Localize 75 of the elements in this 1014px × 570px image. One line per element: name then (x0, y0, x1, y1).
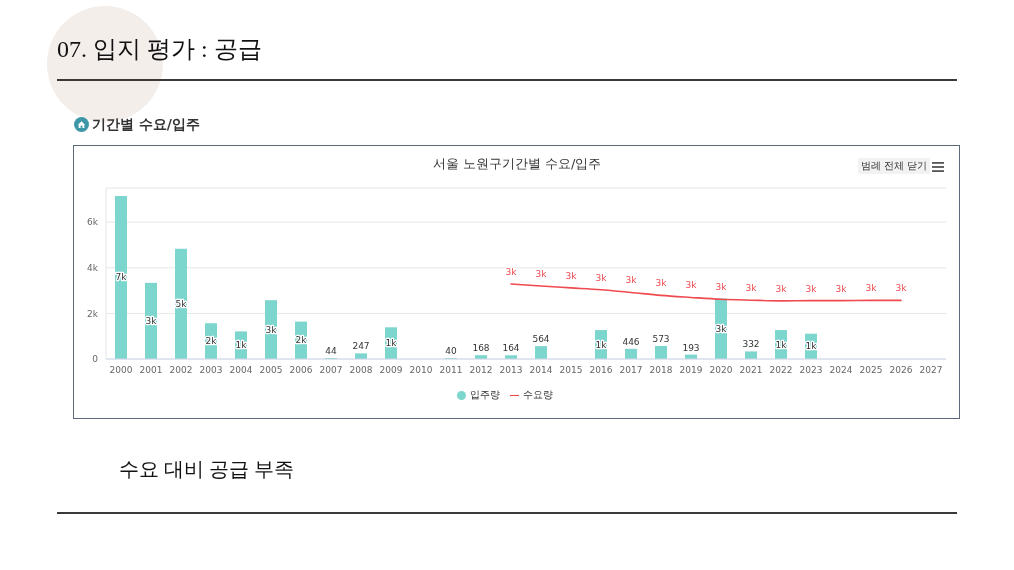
data-label: 3k (745, 283, 758, 294)
data-label: 5k (175, 298, 188, 309)
x-tick-label: 2022 (769, 365, 793, 376)
y-tick-label: 6k (87, 217, 99, 228)
data-label: 3k (715, 323, 728, 334)
x-tick-label: 2014 (529, 365, 553, 376)
x-tick-label: 2007 (319, 365, 343, 376)
data-label: 3k (565, 270, 578, 281)
legend-label: 입주량 (470, 389, 500, 400)
data-label: 1k (235, 340, 248, 351)
text: 수요 대비 공급 부족 (119, 457, 294, 482)
text: 07. 입지 평가 : 공급 (57, 35, 262, 64)
data-label: 446 (622, 336, 640, 347)
data-label: 3k (655, 278, 668, 289)
x-tick-label: 2023 (799, 365, 823, 376)
data-label: 1k (805, 341, 818, 352)
data-label: 573 (652, 333, 670, 344)
data-label: 1k (775, 339, 788, 350)
y-tick-label: 2k (87, 308, 99, 319)
data-label: 3k (595, 272, 608, 283)
x-tick-label: 2026 (889, 365, 913, 376)
x-tick-label: 2005 (259, 365, 283, 376)
x-tick-label: 2003 (199, 365, 223, 376)
chart-title: 서울 노원구기간별 수요/입주 (432, 156, 602, 171)
x-tick-label: 2012 (469, 365, 493, 376)
x-tick-label: 2004 (229, 365, 253, 376)
x-tick-label: 2017 (619, 365, 643, 376)
data-label: 2k (205, 336, 218, 347)
x-tick-label: 2013 (499, 365, 523, 376)
data-label: 3k (775, 283, 788, 294)
x-tick-label: 2006 (289, 365, 313, 376)
x-tick-label: 2019 (679, 365, 703, 376)
data-label: 168 (472, 343, 490, 354)
data-label: 1k (595, 339, 608, 350)
x-tick-label: 2016 (589, 365, 613, 376)
data-label: 3k (895, 283, 908, 294)
text: 기간별 수요/입주 (92, 116, 200, 134)
x-tick-label: 2002 (169, 365, 193, 376)
x-tick-label: 2025 (859, 365, 883, 376)
button: 범례 전체 닫기 (858, 158, 931, 174)
data-label: 193 (682, 342, 700, 353)
data-label: 164 (502, 343, 520, 354)
x-tick-label: 2021 (739, 365, 763, 376)
data-label: 247 (352, 341, 370, 352)
y-tick-label: 0 (92, 354, 99, 365)
data-label: 3k (685, 280, 698, 291)
x-tick-label: 2009 (379, 365, 403, 376)
data-label: 3k (505, 266, 518, 277)
data-label: 7k (115, 272, 128, 283)
x-tick-label: 2010 (409, 365, 433, 376)
data-label: 44 (325, 346, 337, 356)
x-tick-label: 2011 (439, 365, 463, 376)
data-label: 1k (385, 338, 398, 349)
x-tick-label: 2024 (829, 365, 853, 376)
data-label: 3k (265, 324, 278, 335)
legend-label: 수요량 (523, 389, 553, 400)
data-label: 3k (145, 315, 158, 326)
x-tick-label: 2018 (649, 365, 673, 376)
x-tick-label: 2001 (139, 365, 163, 376)
x-tick-label: 2015 (559, 365, 583, 376)
x-tick-label: 2020 (709, 365, 733, 376)
data-label: 564 (532, 334, 550, 345)
data-label: 2k (295, 335, 308, 346)
data-label: 3k (865, 283, 878, 294)
data-label: 3k (835, 283, 848, 294)
x-tick-label: 2000 (109, 365, 133, 376)
data-label: 332 (742, 339, 760, 350)
data-label: 3k (715, 282, 728, 293)
y-tick-label: 4k (87, 262, 99, 273)
x-tick-label: 2008 (349, 365, 373, 376)
x-tick-label: 2027 (919, 365, 943, 376)
data-label: 40 (445, 346, 457, 357)
data-label: 3k (535, 269, 548, 280)
data-label: 3k (625, 275, 638, 286)
data-label: 3k (805, 283, 818, 294)
